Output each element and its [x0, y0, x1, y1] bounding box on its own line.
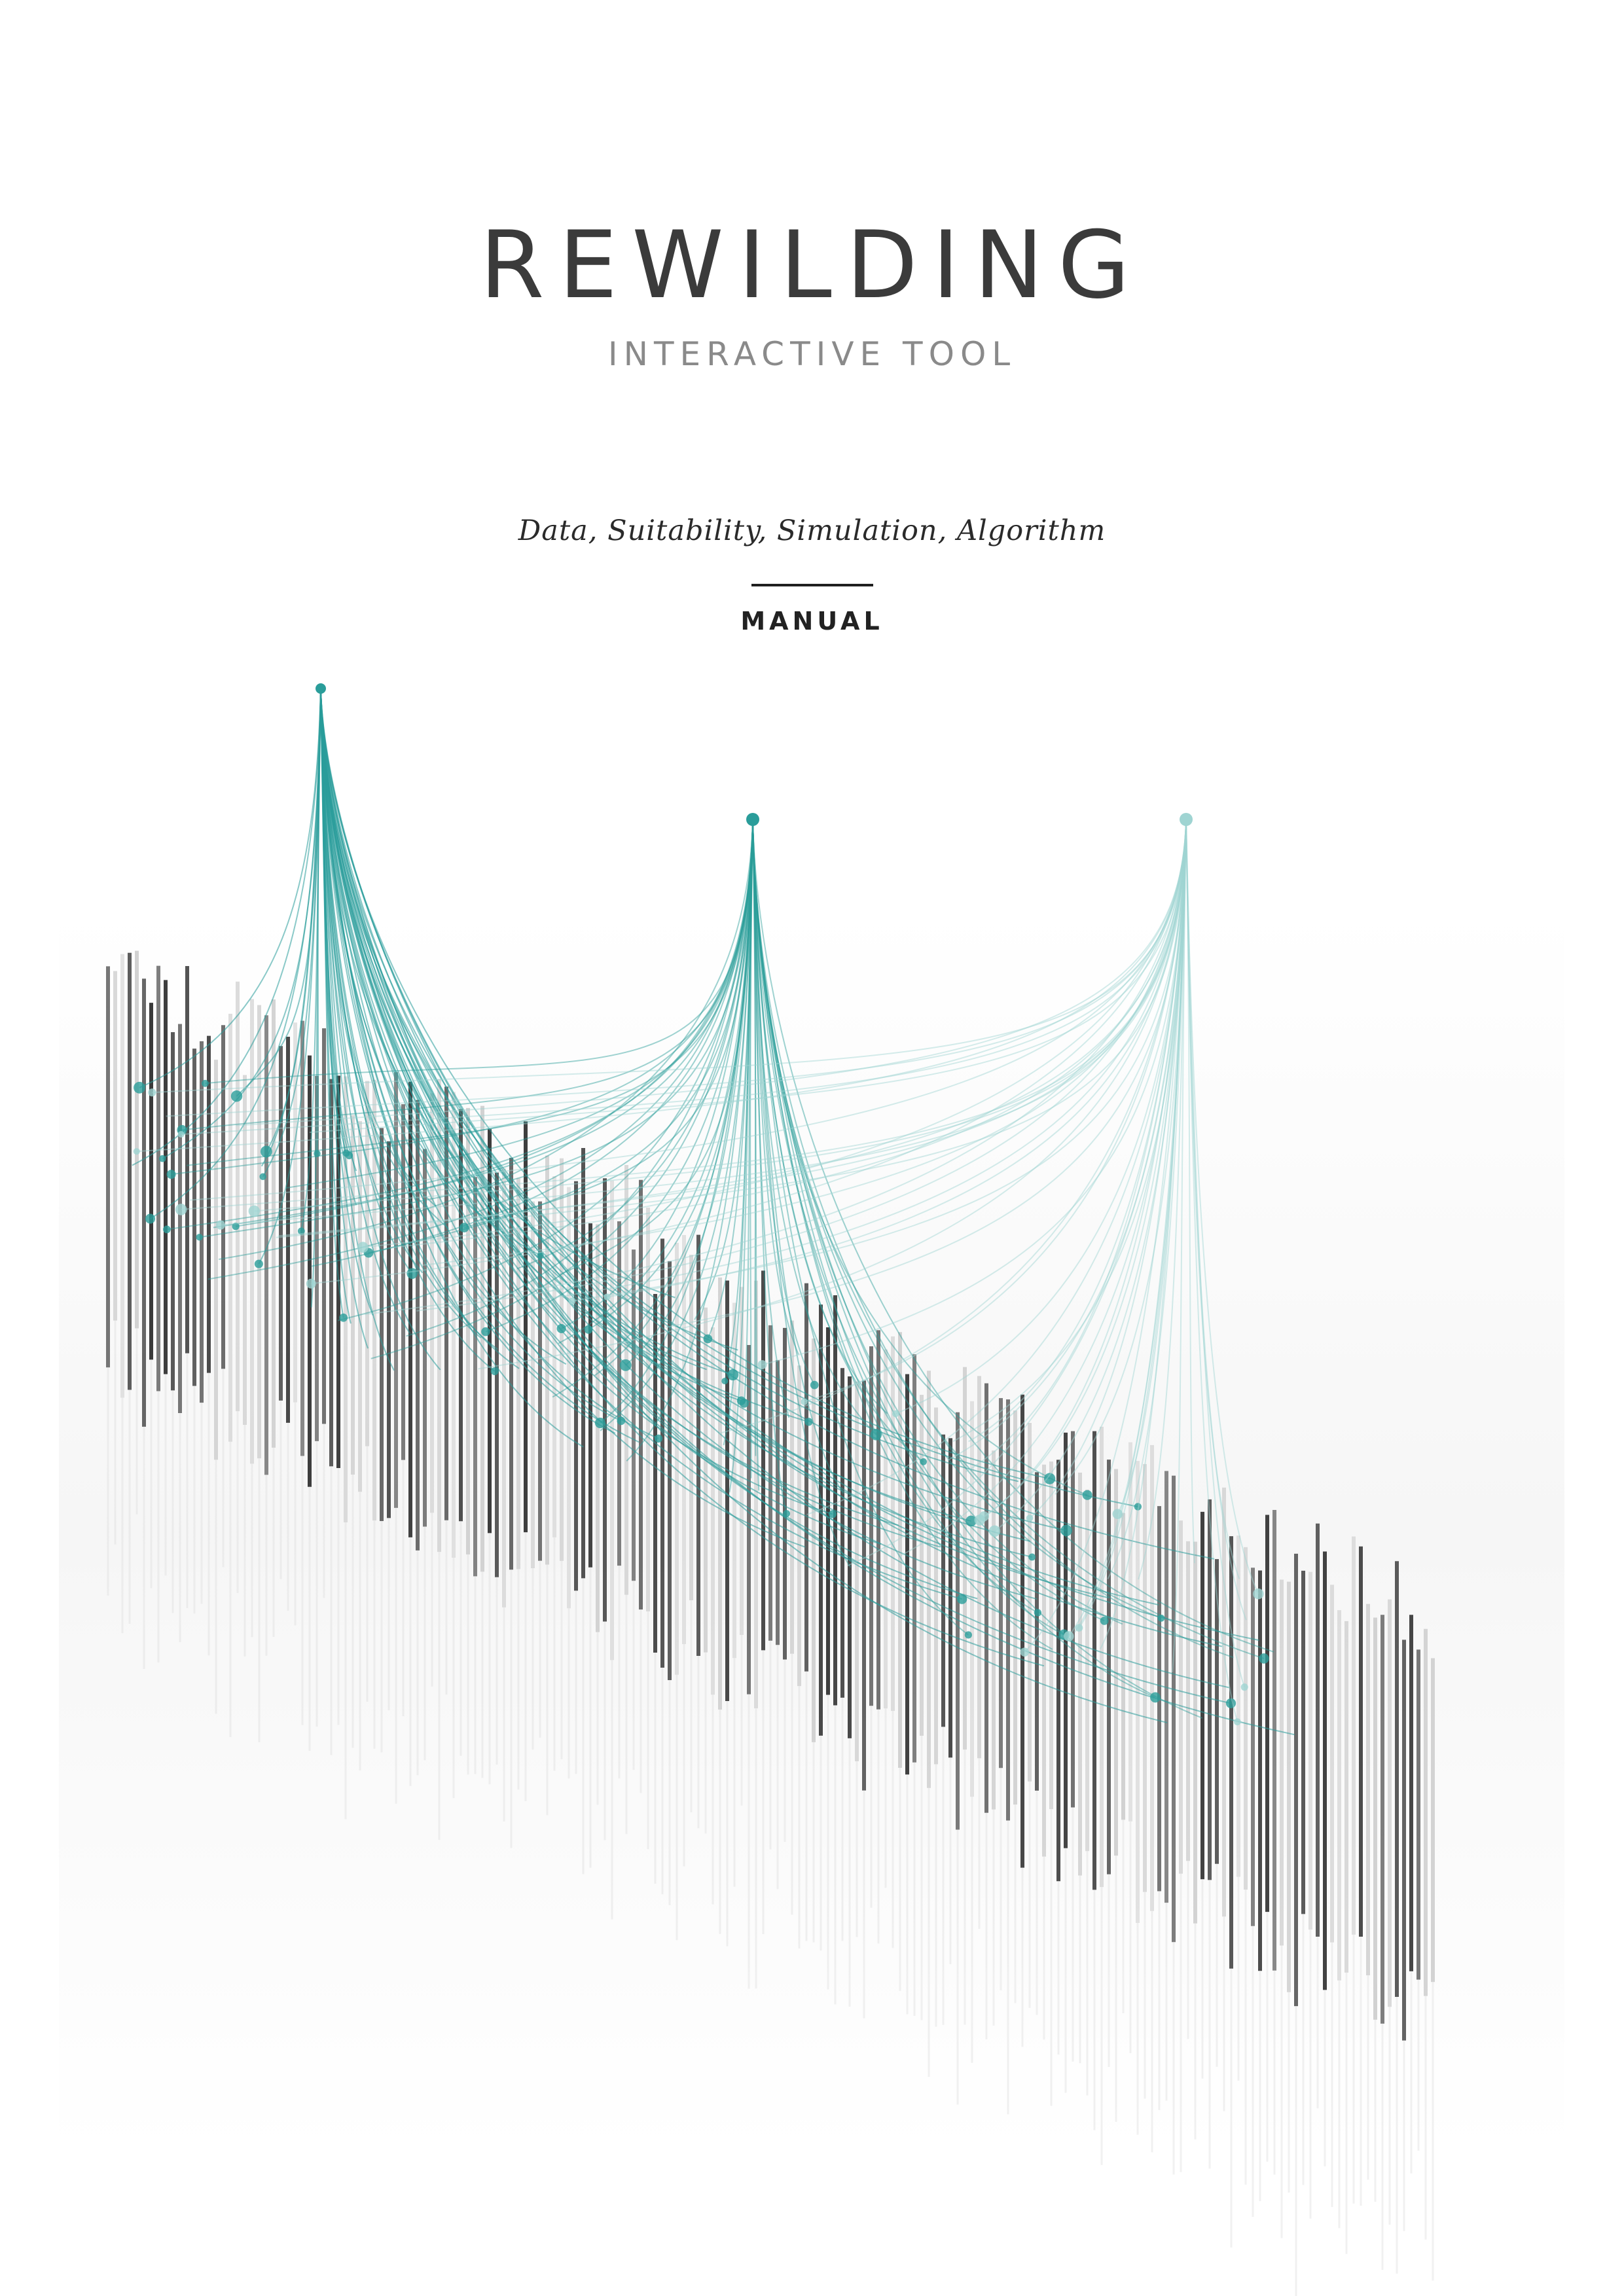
cover-subtitle: INTERACTIVE TOOL — [607, 335, 1017, 373]
document-type-label: MANUAL — [740, 607, 884, 636]
apex-node-1 — [316, 683, 326, 694]
terrain-columns — [106, 950, 1435, 2296]
apex-node-2 — [746, 813, 759, 826]
cover-tagline: Data, Suitability, Simulation, Algorithm — [518, 514, 1106, 547]
flow-nodes — [316, 683, 1193, 826]
cover-title: REWILDING — [479, 211, 1145, 319]
divider-rule — [751, 584, 873, 586]
apex-node-3 — [1180, 813, 1193, 826]
flow-curves — [132, 688, 1295, 1736]
rewilding-terrain-illustration — [59, 683, 1564, 2296]
